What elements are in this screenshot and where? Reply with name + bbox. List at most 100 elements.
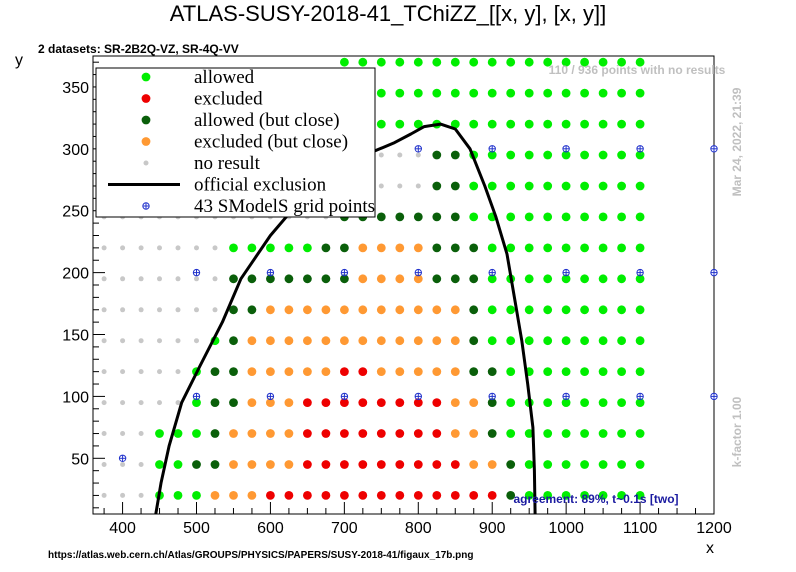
excluded-point [450, 460, 460, 469]
allowed-point [395, 88, 405, 98]
excluded-close-point [247, 429, 257, 438]
excluded-point [321, 429, 331, 438]
excluded-close-point [321, 305, 331, 315]
x-axis-label: x [706, 540, 714, 557]
allowed-point [580, 429, 589, 438]
allowed-point [506, 305, 516, 315]
allowed-point [395, 119, 405, 129]
allowed-point [561, 150, 571, 160]
allowed-close-point [340, 243, 349, 253]
excluded-point [358, 367, 368, 376]
legend-entry: excluded [141, 89, 263, 110]
excluded-point [376, 398, 386, 407]
allowed-point [617, 336, 626, 346]
allowed-point [580, 181, 589, 191]
no-result-point [101, 307, 107, 313]
allowed-point [469, 181, 479, 191]
allowed-point [580, 305, 589, 315]
excluded-close-point [321, 336, 331, 346]
axes: 400 500 600 700 800 900 1000 1100 1200 50 100 150 20… [62, 61, 732, 537]
excluded-close-point [432, 367, 442, 376]
no-result-point [138, 431, 144, 436]
no-result-point [397, 183, 403, 189]
allowed-point [598, 305, 608, 315]
allowed-point [561, 429, 571, 438]
excluded-close-point [450, 398, 460, 407]
no-result-point [101, 245, 107, 251]
excluded-close-point [266, 460, 275, 469]
smodels-grid-point [710, 392, 718, 401]
allowed-point [561, 181, 571, 191]
allowed-point [543, 212, 553, 222]
excluded-point [358, 491, 368, 500]
allowed-point [543, 429, 553, 438]
allowed-close-point [303, 274, 312, 284]
allowed-point [432, 88, 442, 98]
excluded-close-point [266, 336, 275, 346]
allowed-point [561, 367, 571, 376]
allowed-point [395, 57, 405, 67]
allowed-point [155, 460, 164, 469]
allowed-point [617, 367, 626, 376]
allowed-close-point [450, 243, 460, 253]
excluded-point [395, 429, 405, 438]
allowed-point [229, 243, 238, 253]
allowed-point [487, 336, 497, 346]
excluded-close-point [376, 305, 386, 315]
allowed-point [487, 243, 497, 253]
no-result-point [138, 400, 144, 406]
allowed-point [155, 429, 164, 438]
no-result-point [397, 152, 403, 158]
no-result-point [120, 369, 126, 375]
smodels-grid-point [414, 268, 422, 277]
allowed-point [413, 119, 423, 129]
source-url: https://atlas.web.cern.ch/Atlas/GROUPS/P… [48, 550, 474, 561]
allowed-point [598, 491, 608, 500]
allowed-point [561, 460, 571, 469]
allowed-point [598, 181, 608, 191]
smodels-grid-point [340, 268, 349, 277]
no-result-point [138, 276, 144, 282]
legend-label: no result [194, 153, 261, 174]
allowed-point [487, 274, 497, 284]
excluded-close-point [395, 336, 405, 346]
excluded-close-point [376, 367, 386, 376]
allowed-point [580, 243, 589, 253]
excluded-close-point [229, 491, 238, 500]
allowed-point [524, 429, 534, 438]
allowed-point [561, 491, 571, 500]
no-result-point [175, 369, 181, 375]
allowed-point [617, 429, 626, 438]
allowed-point [543, 460, 553, 469]
allowed-point [487, 150, 497, 160]
allowed-point [561, 119, 571, 129]
smodels-grid-point [710, 268, 718, 277]
excluded-point [413, 398, 423, 407]
excluded-point [469, 491, 479, 500]
allowed-point [617, 212, 626, 222]
excluded-close-point [247, 491, 257, 500]
allowed-close-point [395, 212, 405, 222]
excluded-point [321, 460, 331, 469]
excluded-close-point [284, 398, 294, 407]
allowed-point [561, 88, 571, 98]
legend-entry: no result [143, 153, 261, 174]
allowed-point [543, 367, 553, 376]
no-result-point [212, 307, 218, 313]
excluded-close-point [376, 336, 386, 346]
allowed-point [617, 57, 626, 67]
allowed-point [303, 243, 312, 253]
no-result-point [120, 307, 126, 313]
allowed-point [469, 88, 479, 98]
no-result-point [120, 245, 126, 251]
no-result-point [415, 183, 421, 189]
allowed-close-point [432, 150, 442, 160]
allowed-point [598, 212, 608, 222]
excluded-close-point [469, 398, 479, 407]
allowed-close-point [284, 274, 294, 284]
no-result-point [101, 369, 107, 375]
allowed-point [506, 88, 516, 98]
allowed-point [598, 88, 608, 98]
no-result-point [157, 369, 162, 375]
